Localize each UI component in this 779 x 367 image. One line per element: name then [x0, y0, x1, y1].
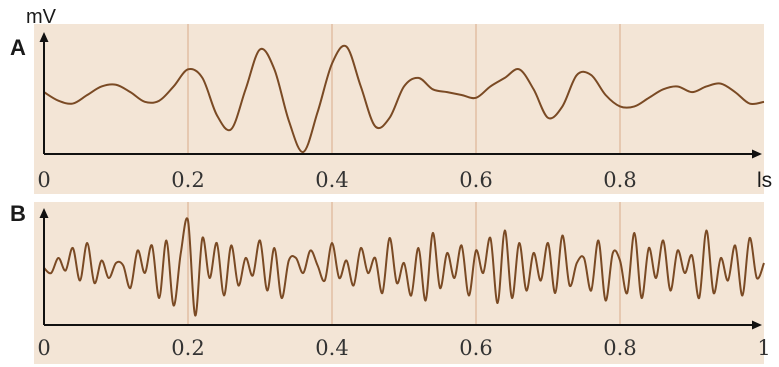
panel-a-tick-label-4: 0.8: [603, 168, 636, 192]
panel-b-grid: [187, 202, 621, 325]
panel-a-trace: [43, 44, 765, 153]
panel-b-tick-label-5: 1: [757, 336, 770, 360]
panel-b: 0 0.2 0.4 0.6 0.8 1 B: [10, 201, 771, 364]
panel-b-tick-label-4: 0.8: [603, 336, 636, 360]
panel-b-y-axis-arrow: [39, 208, 49, 218]
panel-a-background: [34, 24, 764, 194]
panel-b-axes: [39, 208, 762, 330]
panel-a-x-axis-unit-label: ls: [757, 169, 772, 192]
panel-b-tick-label-3: 0.6: [459, 336, 492, 360]
panel-a-tick-label-3: 0.6: [459, 168, 492, 192]
panel-b-label: B: [10, 201, 26, 226]
panel-a-y-axis-arrow: [39, 32, 49, 42]
panel-a-tick-label-2: 0.4: [315, 168, 348, 192]
panel-b-tick-labels: 0 0.2 0.4 0.6 0.8 1: [37, 336, 770, 360]
panel-a-grid: [187, 24, 621, 154]
panel-a-x-axis-arrow: [752, 149, 762, 159]
panel-b-tick-label-1: 0.2: [171, 336, 204, 360]
panel-a: 0 0.2 0.4 0.6 0.8 A mV ls: [10, 6, 772, 194]
panel-a-tick-label-1: 0.2: [171, 168, 204, 192]
panel-b-trace: [43, 217, 765, 317]
panel-a-axes: [39, 32, 762, 159]
panel-a-tick-label-0: 0: [37, 168, 50, 192]
panel-a-label: A: [10, 35, 26, 60]
panel-b-tick-label-2: 0.4: [315, 336, 348, 360]
panel-a-y-axis-label: mV: [26, 6, 57, 28]
panel-b-x-axis-arrow: [752, 320, 762, 330]
panel-b-tick-label-0: 0: [37, 336, 50, 360]
panel-a-tick-labels: 0 0.2 0.4 0.6 0.8: [37, 168, 636, 192]
